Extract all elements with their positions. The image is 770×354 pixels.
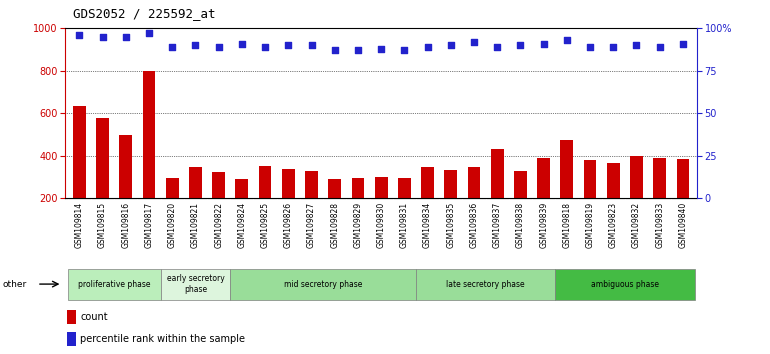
Bar	[584, 160, 597, 198]
Bar	[677, 159, 689, 198]
Bar	[166, 178, 179, 198]
Point	[329, 47, 341, 53]
Bar	[189, 167, 202, 198]
Bar	[630, 156, 643, 198]
Text: GSM109832: GSM109832	[632, 202, 641, 248]
Text: early secretory
phase: early secretory phase	[166, 274, 224, 294]
Text: GSM109838: GSM109838	[516, 202, 525, 248]
Text: GSM109840: GSM109840	[678, 202, 688, 248]
Point	[491, 44, 504, 50]
Bar	[607, 163, 620, 198]
Text: GSM109824: GSM109824	[237, 202, 246, 248]
Point	[631, 42, 643, 48]
Text: GSM109837: GSM109837	[493, 202, 502, 248]
Bar	[561, 140, 573, 198]
Bar	[142, 71, 156, 198]
Point	[607, 44, 619, 50]
Point	[677, 41, 689, 46]
Bar	[490, 149, 504, 198]
Text: GSM109835: GSM109835	[447, 202, 455, 248]
Text: GSM109834: GSM109834	[423, 202, 432, 248]
Text: GSM109818: GSM109818	[562, 202, 571, 248]
Bar	[68, 332, 75, 346]
Text: GSM109829: GSM109829	[353, 202, 363, 248]
Point	[189, 42, 202, 48]
Point	[514, 42, 527, 48]
Text: mid secretory phase: mid secretory phase	[284, 280, 363, 289]
Text: ambiguous phase: ambiguous phase	[591, 280, 659, 289]
Bar	[328, 179, 341, 198]
Bar	[119, 135, 132, 198]
Point	[96, 34, 109, 40]
Text: GSM109833: GSM109833	[655, 202, 665, 248]
Point	[654, 44, 666, 50]
Point	[352, 47, 364, 53]
FancyBboxPatch shape	[230, 269, 416, 299]
Text: GSM109817: GSM109817	[145, 202, 153, 248]
Point	[421, 44, 434, 50]
FancyBboxPatch shape	[68, 269, 161, 299]
Text: GSM109815: GSM109815	[98, 202, 107, 248]
Text: GSM109820: GSM109820	[168, 202, 177, 248]
Bar	[213, 172, 225, 198]
Bar	[398, 178, 410, 198]
Point	[213, 44, 225, 50]
Bar	[537, 158, 550, 198]
Point	[398, 47, 410, 53]
Point	[306, 42, 318, 48]
Point	[561, 38, 573, 43]
Bar	[352, 178, 364, 198]
Text: GSM109821: GSM109821	[191, 202, 200, 248]
Text: late secretory phase: late secretory phase	[447, 280, 525, 289]
Text: percentile rank within the sample: percentile rank within the sample	[80, 334, 245, 344]
FancyBboxPatch shape	[161, 269, 230, 299]
Bar	[96, 118, 109, 198]
Text: GSM109814: GSM109814	[75, 202, 84, 248]
Point	[537, 41, 550, 46]
Bar	[653, 158, 666, 198]
Point	[73, 32, 85, 38]
Point	[119, 34, 132, 40]
Point	[584, 44, 596, 50]
Point	[143, 30, 156, 36]
Text: GSM109830: GSM109830	[377, 202, 386, 248]
Point	[444, 42, 457, 48]
Text: GSM109819: GSM109819	[585, 202, 594, 248]
Text: proliferative phase: proliferative phase	[78, 280, 150, 289]
Text: GSM109828: GSM109828	[330, 202, 340, 248]
Text: GSM109823: GSM109823	[609, 202, 618, 248]
Text: GSM109831: GSM109831	[400, 202, 409, 248]
Bar	[305, 171, 318, 198]
FancyBboxPatch shape	[555, 269, 695, 299]
Bar	[444, 170, 457, 198]
Text: GSM109822: GSM109822	[214, 202, 223, 248]
Point	[166, 44, 179, 50]
Bar	[68, 310, 75, 324]
Bar	[375, 177, 387, 198]
Text: GSM109836: GSM109836	[470, 202, 478, 248]
Text: count: count	[80, 312, 108, 322]
Text: GSM109826: GSM109826	[284, 202, 293, 248]
Bar	[467, 167, 480, 198]
Text: other: other	[2, 280, 26, 289]
Point	[259, 44, 271, 50]
Bar	[236, 179, 248, 198]
Bar	[259, 166, 272, 198]
Bar	[282, 169, 295, 198]
Point	[236, 41, 248, 46]
Point	[468, 39, 480, 45]
Bar	[73, 106, 85, 198]
Text: GSM109839: GSM109839	[539, 202, 548, 248]
Text: GDS2052 / 225592_at: GDS2052 / 225592_at	[73, 7, 216, 20]
Point	[282, 42, 294, 48]
Text: GSM109816: GSM109816	[122, 202, 130, 248]
Text: GSM109825: GSM109825	[260, 202, 269, 248]
Bar	[421, 167, 434, 198]
Bar	[514, 171, 527, 198]
FancyBboxPatch shape	[416, 269, 555, 299]
Text: GSM109827: GSM109827	[307, 202, 316, 248]
Point	[375, 46, 387, 52]
